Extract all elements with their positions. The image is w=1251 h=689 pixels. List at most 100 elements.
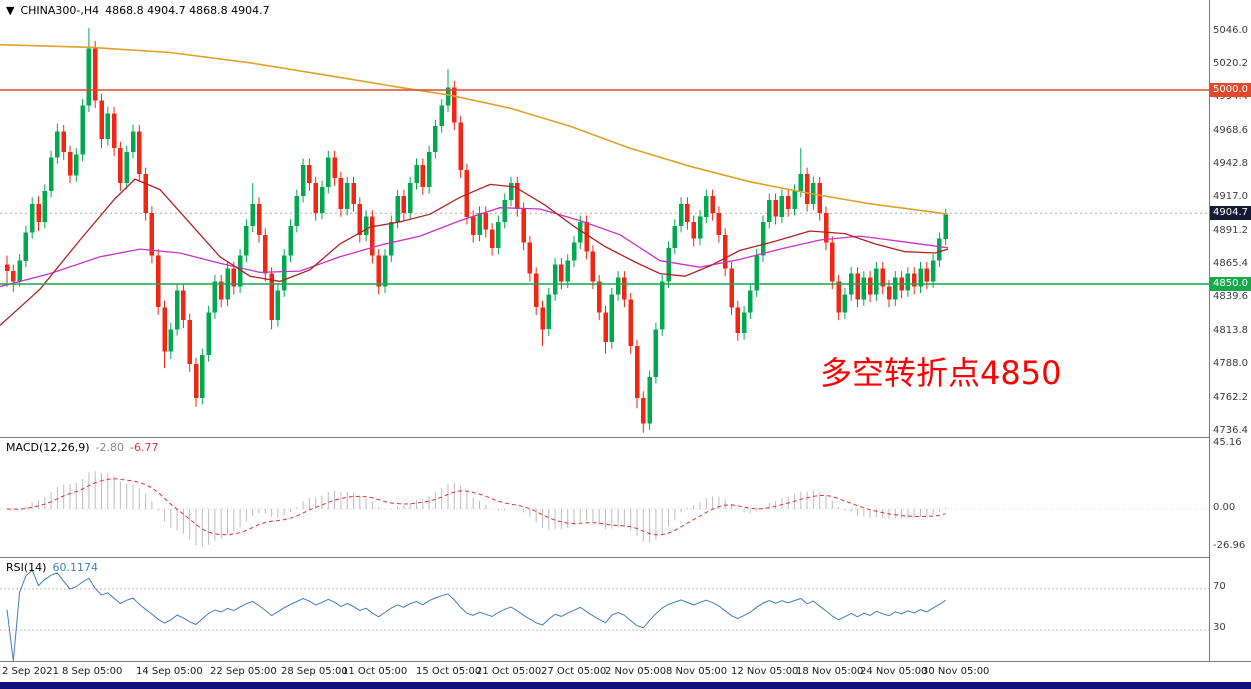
candle-down — [527, 242, 533, 274]
rsi-current-value: 60.1174 — [52, 561, 98, 574]
macd-panel: MACD(12,26,9) -2.80 -6.77 — [0, 437, 1209, 557]
candle-up — [905, 273, 911, 291]
candle-down — [855, 273, 860, 300]
rsi-scale-30: 30 — [1213, 622, 1226, 633]
macd-scale-zero: 0.00 — [1213, 502, 1236, 513]
time-axis-label: 2 Nov 05:00 — [605, 666, 667, 677]
candle-up — [168, 329, 173, 352]
price-tick-label: 4865.4 — [1213, 258, 1248, 270]
bottom-bar — [0, 682, 1251, 689]
candle-up — [918, 268, 923, 287]
candle-up — [741, 312, 747, 334]
candle-down — [729, 268, 734, 308]
price-tick-label: 4942.8 — [1213, 157, 1248, 169]
candle-down — [911, 273, 917, 287]
macd-signal-value: -6.77 — [130, 441, 159, 454]
candle-down — [533, 273, 539, 308]
price-chart-canvas[interactable] — [0, 0, 1209, 437]
candle-down — [269, 273, 274, 321]
candle-down — [357, 203, 363, 235]
candle-up — [943, 213, 948, 239]
time-axis[interactable]: 2 Sep 2021 8 Sep 05:00 14 Sep 05:00 22 Sep … — [0, 661, 1251, 682]
macd-scale-max: 45.16 — [1213, 437, 1242, 448]
candle-up — [496, 221, 501, 248]
candle-up — [17, 260, 22, 282]
candle-down — [111, 113, 117, 149]
candle-down — [641, 397, 646, 424]
price-scale[interactable]: 45.16 0.00 -26.96 70 30 5046.05020.24994… — [1209, 0, 1251, 661]
time-axis-label: 30 Nov 05:00 — [922, 666, 990, 677]
time-axis-label: 28 Sep 05:00 — [281, 666, 348, 677]
candle-down — [515, 183, 520, 209]
candle-down — [470, 216, 476, 235]
candle-down — [263, 234, 268, 274]
candle-up — [174, 290, 180, 330]
candle-down — [880, 268, 885, 287]
candle-up — [48, 157, 54, 191]
candle-down — [99, 100, 104, 140]
candle-up — [748, 290, 753, 313]
candle-up — [842, 294, 848, 313]
candle-down — [804, 174, 810, 204]
macd-scale-min: -26.96 — [1213, 540, 1246, 551]
candle-up — [23, 232, 29, 261]
candle-down — [584, 221, 589, 252]
time-axis-label: 24 Nov 05:00 — [860, 666, 928, 677]
time-axis-label: 11 Oct 05:00 — [342, 666, 408, 677]
candle-down — [458, 122, 463, 171]
candle-up — [124, 152, 129, 184]
candle-down — [716, 212, 722, 235]
price-tick-label: 4891.2 — [1213, 224, 1248, 236]
candle-up — [86, 48, 92, 106]
candle-down — [634, 346, 640, 398]
candle-up — [760, 221, 766, 256]
candle-down — [36, 203, 41, 222]
price-chart-panel[interactable]: ▼ CHINA300-,H4 4868.8 4904.7 4868.8 4904.7… — [0, 0, 1209, 437]
candle-down — [785, 196, 791, 209]
candle-down — [735, 307, 740, 334]
candle-up — [206, 312, 211, 356]
candle-down — [924, 268, 929, 282]
candle-down — [483, 212, 489, 230]
candle-up — [798, 174, 803, 191]
candle-up — [294, 196, 300, 226]
candle-up — [30, 203, 35, 233]
candle-down — [61, 131, 66, 153]
rsi-canvas — [0, 569, 1209, 662]
candle-up — [414, 165, 419, 184]
candle-down — [622, 277, 627, 300]
time-axis-label: 15 Oct 05:00 — [416, 666, 482, 677]
time-axis-label: 22 Sep 05:00 — [210, 666, 277, 677]
candle-down — [452, 87, 457, 123]
price-tick-label: 4762.2 — [1213, 391, 1248, 403]
time-axis-label: 8 Sep 05:00 — [62, 666, 123, 677]
candle-up — [74, 154, 79, 176]
candle-down — [590, 251, 596, 282]
candle-down — [836, 281, 841, 313]
candle-down — [332, 157, 337, 178]
candle-down — [307, 165, 312, 184]
candle-down — [817, 183, 822, 213]
candle-up — [754, 255, 759, 291]
candle-down — [93, 48, 98, 101]
candle-up — [363, 216, 369, 235]
candle-up — [244, 225, 249, 256]
candle-up — [672, 225, 677, 248]
time-axis-label: 18 Nov 05:00 — [796, 666, 864, 677]
candle-down — [823, 212, 829, 243]
level-price-badge: 5000.0 — [1210, 83, 1251, 97]
candle-down — [773, 199, 778, 217]
candle-up — [767, 199, 772, 222]
candle-up — [792, 190, 797, 209]
candle-up — [426, 152, 432, 187]
candle-up — [344, 183, 350, 209]
candle-down — [603, 312, 608, 343]
rsi-label: RSI(14) 60.1174 — [6, 561, 104, 574]
macd-main-value: -2.80 — [95, 441, 125, 454]
level-price-badge: 4850.0 — [1210, 276, 1251, 291]
candle-up — [80, 105, 85, 155]
price-tick-label: 4813.8 — [1213, 324, 1248, 336]
candle-down — [710, 196, 715, 213]
candle-down — [376, 255, 381, 287]
price-tick-label: 4968.6 — [1213, 124, 1248, 136]
